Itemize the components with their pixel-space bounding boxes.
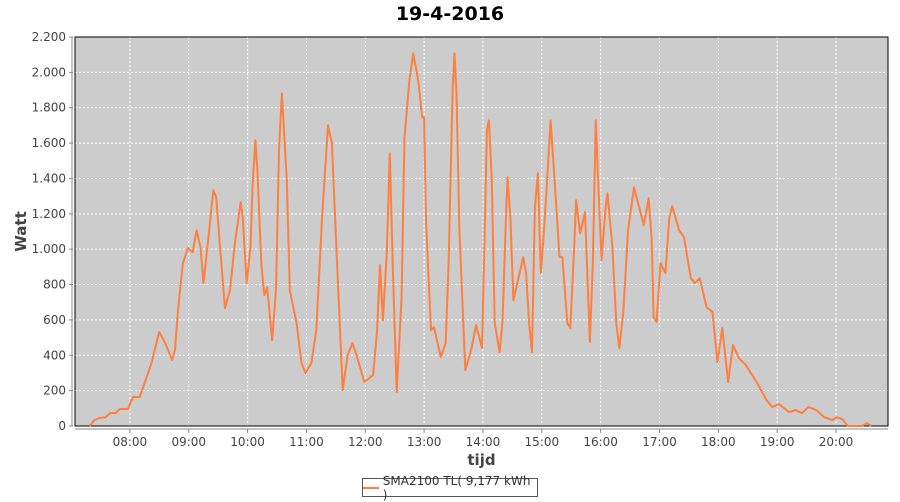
- plot-background: [75, 37, 888, 426]
- y-axis-label: Watt: [12, 211, 30, 251]
- x-axis-label: tijd: [467, 451, 495, 469]
- y-tick-label: 1.200: [32, 207, 66, 221]
- x-tick-label: 08:00: [113, 435, 148, 449]
- y-tick-label: 0: [58, 419, 66, 433]
- series-line: [88, 52, 872, 427]
- x-tick-label: 18:00: [701, 435, 736, 449]
- y-tick-label: 800: [43, 278, 66, 292]
- x-tick-label: 14:00: [466, 435, 501, 449]
- x-tick-label: 19:00: [760, 435, 795, 449]
- x-tick-label: 11:00: [289, 435, 324, 449]
- x-tick-label: 12:00: [348, 435, 383, 449]
- plot-border: [74, 36, 889, 427]
- y-tick-label: 2.000: [32, 65, 66, 79]
- y-tick-label: 200: [43, 384, 66, 398]
- x-tick-label: 15:00: [525, 435, 560, 449]
- legend-swatch: [363, 486, 379, 489]
- y-tick-label: 1.400: [32, 171, 66, 185]
- y-tick-label: 1.800: [32, 101, 66, 115]
- chart-title: 19-4-2016: [395, 3, 505, 25]
- y-tick-label: 1.600: [32, 136, 66, 150]
- x-tick-label: 10:00: [230, 435, 265, 449]
- y-tick-label: 1.000: [32, 242, 66, 256]
- legend: SMA2100 TL( 9,177 kWh ): [362, 474, 538, 502]
- x-tick-label: 17:00: [642, 435, 677, 449]
- y-tick-label: 2.200: [32, 30, 66, 44]
- x-tick-label: 13:00: [407, 435, 442, 449]
- x-tick-label: 16:00: [583, 435, 618, 449]
- x-tick-label: 20:00: [819, 435, 854, 449]
- y-tick-label: 600: [43, 313, 66, 327]
- x-tick-label: 09:00: [171, 435, 206, 449]
- y-tick-label: 400: [43, 348, 66, 362]
- legend-label: SMA2100 TL( 9,177 kWh ): [382, 473, 531, 502]
